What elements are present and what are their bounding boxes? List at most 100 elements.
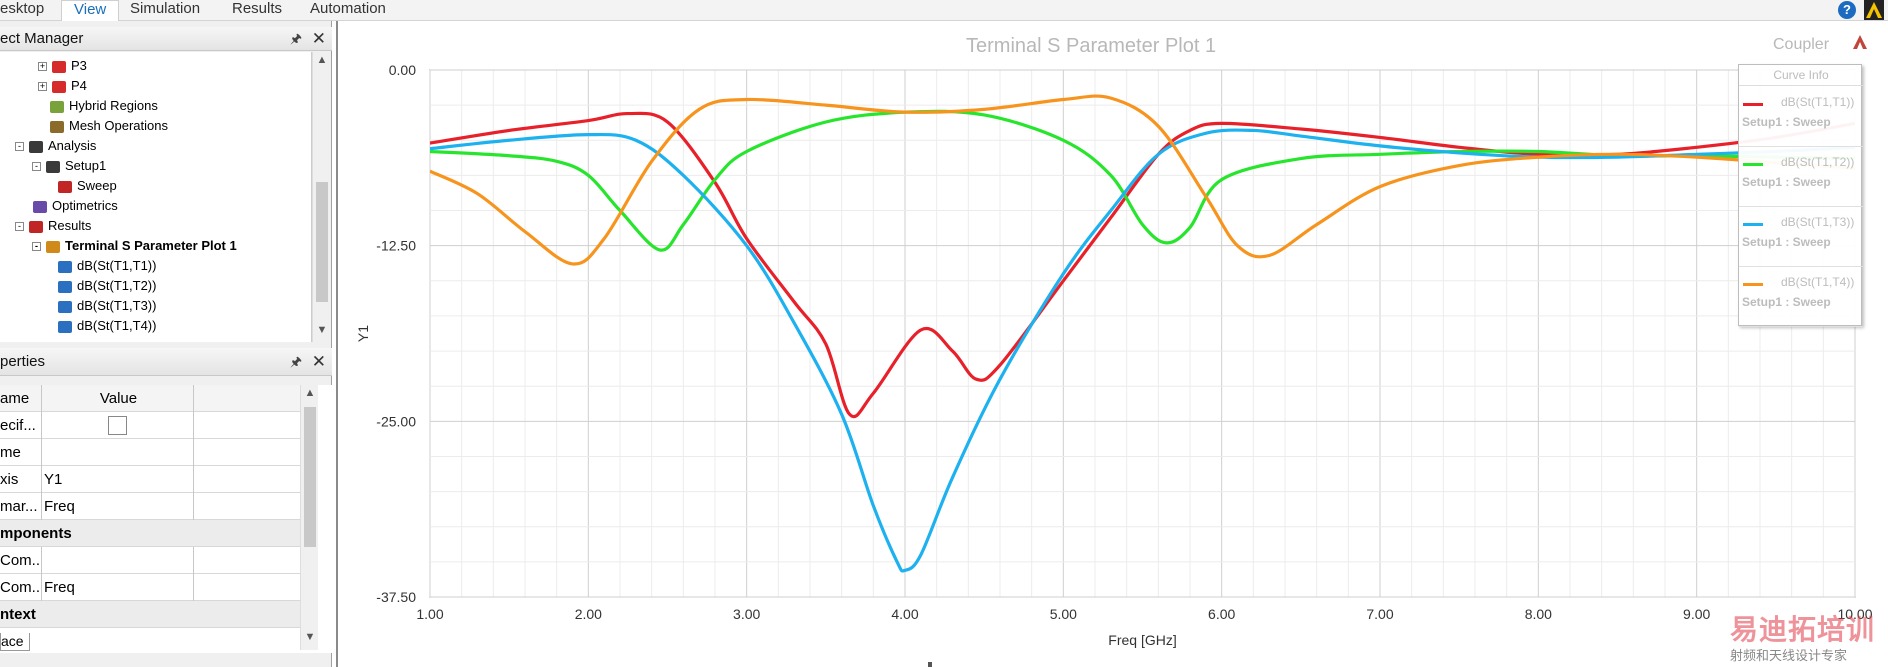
tree-item[interactable]: dB(St(T1,T3)): [58, 296, 156, 316]
property-value[interactable]: Y1: [42, 466, 194, 493]
legend-swatch: [1743, 103, 1763, 106]
tree-item[interactable]: + P3: [38, 56, 87, 76]
plot-project-name: Coupler: [1773, 36, 1830, 53]
property-row[interactable]: xis Y1: [0, 466, 300, 493]
curve-info-item[interactable]: dB(St(T1,T1)) Setup1 : Sweep: [1739, 89, 1863, 147]
menu-results[interactable]: Results: [232, 0, 283, 17]
tree-item-label: Hybrid Regions: [69, 98, 158, 113]
expand-icon[interactable]: +: [38, 61, 47, 72]
property-row[interactable]: ecif...: [0, 412, 300, 439]
tree-item[interactable]: + P4: [38, 76, 87, 96]
plot-icon: [46, 240, 60, 253]
help-icon[interactable]: ?: [1838, 1, 1856, 19]
tree-item-label: Results: [48, 218, 92, 233]
bottom-tab[interactable]: ace: [0, 633, 30, 651]
menu-view[interactable]: View: [61, 0, 120, 21]
scroll-down-icon[interactable]: ▼: [316, 324, 328, 336]
trace-icon: [58, 260, 72, 273]
tree-scrollbar[interactable]: ▲ ▼: [312, 52, 330, 342]
menu-automation[interactable]: Automation: [310, 0, 386, 17]
property-name: ntext: [0, 606, 36, 623]
curve-info-item[interactable]: dB(St(T1,T2)) Setup1 : Sweep: [1739, 149, 1863, 207]
y-tick-label: -12.50: [376, 238, 416, 254]
curve-info-item[interactable]: dB(St(T1,T4)) Setup1 : Sweep: [1739, 269, 1863, 327]
collapse-icon[interactable]: -: [15, 222, 24, 232]
properties-grid: ame Value ecif... me xis Y1 mar... Freq mponen…: [0, 385, 332, 653]
legend-trace-name: dB(St(T1,T1)): [1781, 95, 1855, 109]
x-tick-label: 4.00: [891, 606, 918, 622]
tree-item-label: dB(St(T1,T1)): [77, 258, 157, 273]
project-manager-title: ect Manager: [0, 30, 84, 47]
optimetrics-icon: [33, 200, 47, 213]
tree-item[interactable]: Optimetrics: [33, 196, 118, 216]
tree-item-label: Sweep: [77, 178, 117, 193]
curve-info-legend[interactable]: Curve Info dB(St(T1,T1)) Setup1 : Sweep dB…: [1738, 64, 1863, 327]
properties-header: perties 🖈 ✕: [0, 348, 332, 376]
watermark-subtitle: 射频和天线设计专家: [1730, 648, 1848, 663]
setup-icon: [46, 160, 60, 173]
property-group-row[interactable]: ntext: [0, 601, 300, 628]
property-name: Com...: [0, 574, 42, 601]
tree-item[interactable]: Mesh Operations: [50, 116, 168, 136]
property-row[interactable]: me: [0, 439, 300, 466]
collapse-icon[interactable]: -: [32, 242, 41, 252]
property-value[interactable]: [42, 412, 194, 439]
series-line-2: [430, 109, 1855, 252]
tree-item[interactable]: - Results: [15, 216, 91, 236]
pin-icon[interactable]: 🖈: [289, 354, 302, 369]
tree-item[interactable]: Hybrid Regions: [50, 96, 158, 116]
property-value[interactable]: Freq: [42, 493, 194, 520]
property-group-row[interactable]: mponents: [0, 520, 300, 547]
menu-desktop[interactable]: esktop: [0, 0, 45, 17]
plot-title: Terminal S Parameter Plot 1: [966, 35, 1217, 57]
property-checkbox[interactable]: [108, 416, 127, 435]
scroll-thumb[interactable]: [316, 182, 328, 302]
collapse-icon[interactable]: -: [15, 142, 24, 152]
scroll-up-icon[interactable]: ▲: [316, 54, 328, 66]
property-value[interactable]: [42, 547, 194, 574]
properties-title: perties: [0, 353, 46, 370]
tree-item[interactable]: - Terminal S Parameter Plot 1: [32, 236, 237, 256]
tree-item-label: Analysis: [48, 138, 97, 153]
property-row[interactable]: Com...: [0, 547, 300, 574]
curve-info-item[interactable]: dB(St(T1,T3)) Setup1 : Sweep: [1739, 209, 1863, 267]
scroll-thumb[interactable]: [304, 407, 316, 547]
property-row[interactable]: mar... Freq: [0, 493, 300, 520]
close-icon[interactable]: ✕: [311, 352, 326, 371]
close-icon[interactable]: ✕: [311, 29, 326, 48]
project-tree: + P3 + P4 Hybrid Regions Mesh Operations - Anal…: [0, 52, 312, 342]
hybrid-regions-icon: [50, 100, 64, 113]
scroll-down-icon[interactable]: ▼: [304, 631, 316, 643]
legend-swatch: [1743, 223, 1763, 226]
collapse-icon[interactable]: -: [32, 162, 41, 172]
x-tick-label: 3.00: [733, 606, 760, 622]
splitter-grip[interactable]: [928, 662, 932, 667]
tree-item-label: dB(St(T1,T4)): [77, 318, 157, 333]
x-tick-label: 9.00: [1683, 606, 1710, 622]
x-tick-label: 10.00: [1837, 606, 1872, 622]
tree-item[interactable]: dB(St(T1,T4)): [58, 316, 156, 336]
property-row[interactable]: Com... Freq: [0, 574, 300, 601]
analysis-icon: [29, 140, 43, 153]
legend-setup-name: Setup1 : Sweep: [1742, 115, 1831, 129]
tree-item[interactable]: - Setup1: [32, 156, 106, 176]
menu-simulation[interactable]: Simulation: [130, 0, 201, 17]
property-value[interactable]: [42, 439, 194, 466]
tree-item[interactable]: Sweep: [58, 176, 117, 196]
tree-item[interactable]: dB(St(T1,T2)): [58, 276, 156, 296]
legend-setup-name: Setup1 : Sweep: [1742, 295, 1831, 309]
properties-scrollbar[interactable]: ▲ ▼: [300, 385, 318, 650]
property-name: xis: [0, 466, 42, 493]
tree-item[interactable]: - Analysis: [15, 136, 96, 156]
x-tick-label: 6.00: [1208, 606, 1235, 622]
expand-icon[interactable]: +: [38, 81, 47, 92]
scroll-up-icon[interactable]: ▲: [304, 387, 316, 399]
property-value[interactable]: Freq: [42, 574, 194, 601]
legend-trace-name: dB(St(T1,T4)): [1781, 275, 1855, 289]
port-icon: [52, 60, 66, 73]
tree-item[interactable]: dB(St(T1,T1)): [58, 256, 156, 276]
tree-item-label: dB(St(T1,T2)): [77, 278, 157, 293]
tree-item-label: Terminal S Parameter Plot 1: [65, 238, 237, 253]
pin-icon[interactable]: 🖈: [289, 31, 302, 46]
series-line-3: [430, 128, 1855, 573]
